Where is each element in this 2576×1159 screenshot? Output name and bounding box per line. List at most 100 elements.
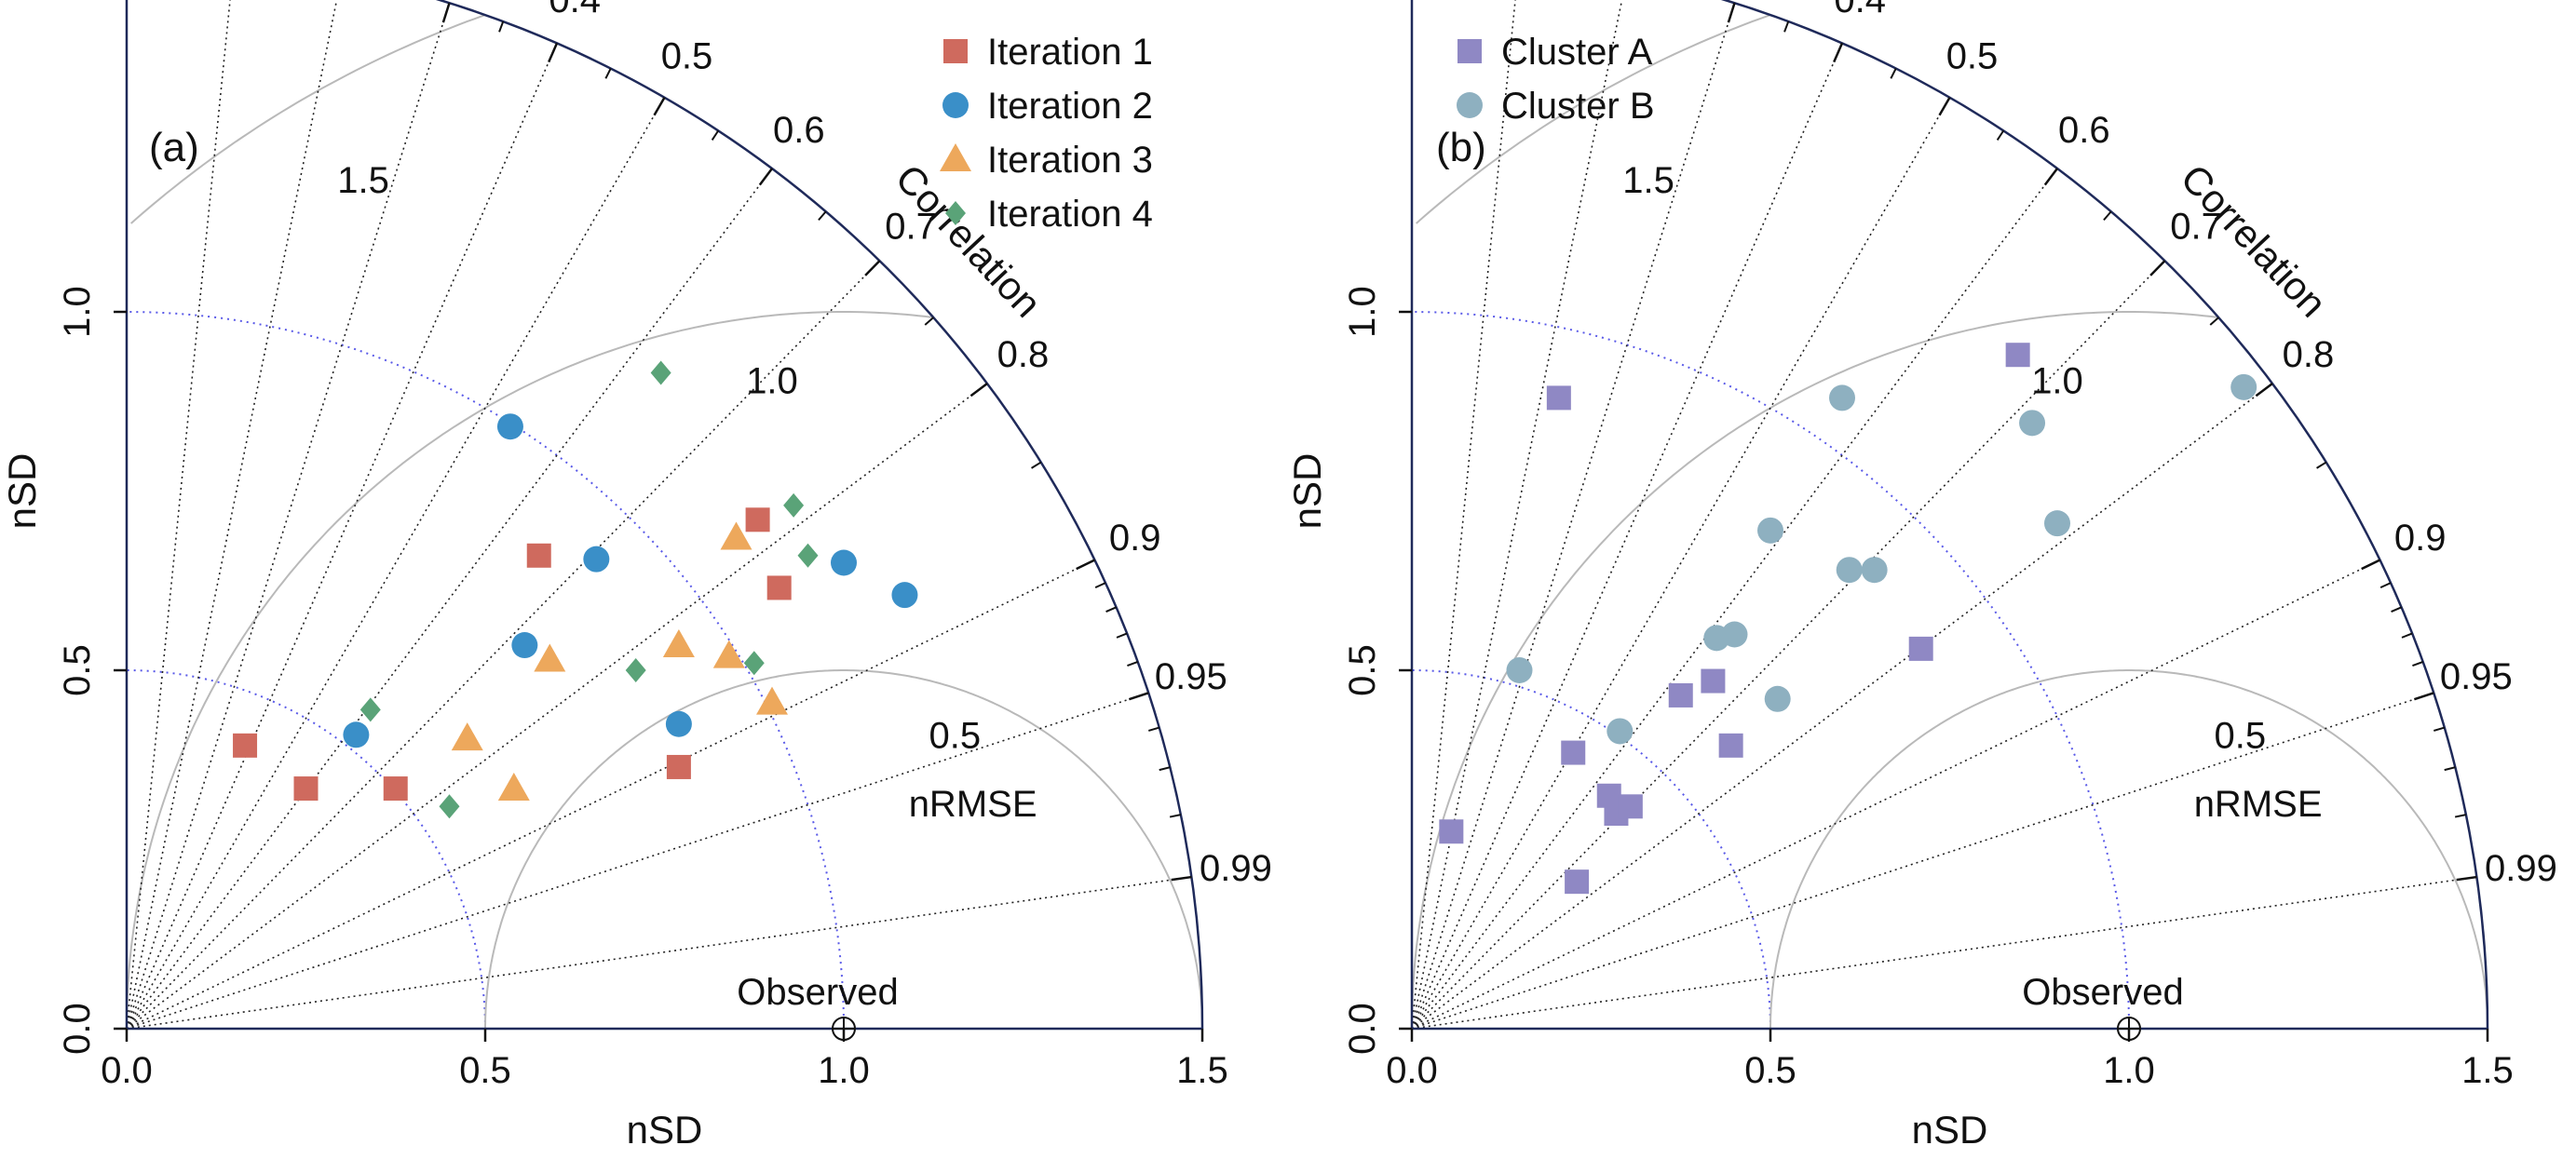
data-point — [743, 651, 765, 676]
correlation-minor-tick — [1105, 606, 1117, 613]
data-point — [1718, 733, 1743, 758]
data-point — [1764, 685, 1791, 712]
correlation-minor-tick — [604, 68, 612, 79]
correlation-major-tick — [1128, 692, 1149, 701]
legend: Iteration 1 Iteration 2 Iteration 3 Iterati… — [940, 32, 1153, 235]
correlation-major-tick — [2413, 692, 2434, 701]
data-point — [1546, 385, 1571, 411]
correlation-ray — [1411, 43, 1843, 1030]
correlation-minor-tick — [2434, 726, 2446, 732]
rmse-title: nRMSE — [2194, 784, 2323, 825]
data-point — [343, 721, 370, 748]
data-point — [2005, 343, 2030, 368]
panel-a: 0.10.20.30.40.50.60.70.80.90.950.99Corre… — [0, 0, 1272, 1152]
correlation-ray — [1411, 2, 1736, 1030]
data-point — [511, 632, 538, 659]
correlation-ray — [1411, 97, 1951, 1030]
correlation-major-tick — [2361, 559, 2381, 571]
sd-reference-arc — [126, 311, 845, 1030]
correlation-ray — [1411, 383, 2273, 1030]
rmse-contour — [1769, 669, 2488, 1029]
rmse-contour — [130, 14, 485, 224]
correlation-major-tick — [969, 383, 988, 398]
rmse-contour-label: 0.5 — [929, 716, 982, 757]
correlation-ray — [1411, 559, 2380, 1030]
y-axis-tick-label: 1.0 — [1342, 286, 1383, 338]
correlation-minor-tick — [1094, 582, 1106, 589]
correlation-major-tick — [758, 168, 773, 186]
rmse-contour — [1411, 311, 2217, 1029]
correlation-tick-label: 0.99 — [2485, 848, 2557, 889]
rmse-contour-label: 1.5 — [1622, 160, 1674, 201]
correlation-tick-label: 0.99 — [1200, 848, 1272, 889]
legend: Cluster A Cluster B — [1457, 32, 1655, 127]
data-point — [1721, 621, 1748, 648]
data-point — [1861, 557, 1888, 584]
correlation-tick-label: 0.4 — [549, 0, 601, 20]
correlation-ray — [126, 260, 881, 1030]
correlation-minor-tick — [2444, 766, 2456, 772]
correlation-minor-tick — [2316, 461, 2327, 469]
correlation-ray — [1411, 692, 2434, 1030]
correlation-tick-label: 0.8 — [2283, 334, 2335, 375]
data-point — [583, 546, 610, 573]
data-point — [650, 360, 671, 385]
legend-label: Cluster A — [1501, 32, 1653, 73]
correlation-tick-label: 0.7 — [885, 206, 937, 247]
data-point — [496, 413, 523, 440]
data-point — [831, 549, 857, 576]
x-axis-title: nSD — [1912, 1108, 1988, 1152]
correlation-ray — [126, 2, 451, 1030]
data-point — [534, 643, 566, 672]
data-point — [1668, 682, 1693, 708]
legend-marker — [945, 201, 966, 225]
series-cluster-b — [1506, 373, 2257, 745]
observed-label: Observed — [2022, 972, 2183, 1013]
correlation-ray — [126, 559, 1095, 1030]
correlation-minor-tick — [1169, 814, 1182, 818]
legend-marker — [943, 39, 968, 63]
legend-label: Iteration 4 — [987, 194, 1153, 235]
sd-reference-arc — [1411, 311, 2130, 1030]
data-point — [383, 776, 408, 802]
data-point — [712, 640, 745, 668]
correlation-ray — [1411, 260, 2166, 1030]
correlation-minor-tick — [1159, 766, 1171, 772]
correlation-major-tick — [1727, 2, 1736, 23]
data-point — [891, 582, 918, 609]
correlation-major-tick — [864, 260, 881, 276]
legend-label: Iteration 2 — [987, 86, 1153, 127]
correlation-minor-tick — [1031, 461, 1042, 469]
correlation-minor-tick — [2391, 606, 2402, 613]
correlation-major-tick — [1938, 97, 1951, 116]
data-point — [766, 575, 792, 600]
y-axis-tick-label: 0.5 — [57, 644, 98, 696]
y-axis-tick-label: 0.0 — [1342, 1003, 1383, 1055]
data-point — [662, 629, 695, 658]
correlation-minor-tick — [1783, 20, 1790, 33]
y-axis-title: nSD — [1285, 453, 1329, 530]
correlation-major-tick — [441, 2, 451, 23]
correlation-minor-tick — [1127, 661, 1139, 667]
correlation-major-tick — [2149, 260, 2166, 276]
data-point — [439, 794, 460, 819]
rmse-contour — [1416, 14, 1770, 224]
data-point — [2230, 373, 2257, 400]
correlation-minor-tick — [2103, 210, 2112, 222]
correlation-minor-tick — [2379, 582, 2392, 589]
correlation-minor-tick — [498, 20, 505, 33]
correlation-major-tick — [2456, 875, 2477, 882]
correlation-ray — [126, 0, 338, 1030]
data-point — [1561, 740, 1586, 765]
x-axis-tick-label: 1.0 — [818, 1050, 870, 1091]
rmse-contour-label: 1.0 — [746, 361, 798, 402]
correlation-ray — [1411, 0, 1623, 1030]
data-point — [1908, 636, 1933, 661]
correlation-minor-tick — [2454, 814, 2467, 818]
y-axis-tick-label: 1.0 — [57, 286, 98, 338]
x-axis-tick-label: 0.5 — [459, 1050, 511, 1091]
rmse-contour-label: 1.0 — [2031, 361, 2083, 402]
correlation-minor-tick — [1148, 726, 1160, 732]
x-axis-tick-label: 1.0 — [2103, 1050, 2155, 1091]
correlation-minor-tick — [924, 317, 934, 326]
